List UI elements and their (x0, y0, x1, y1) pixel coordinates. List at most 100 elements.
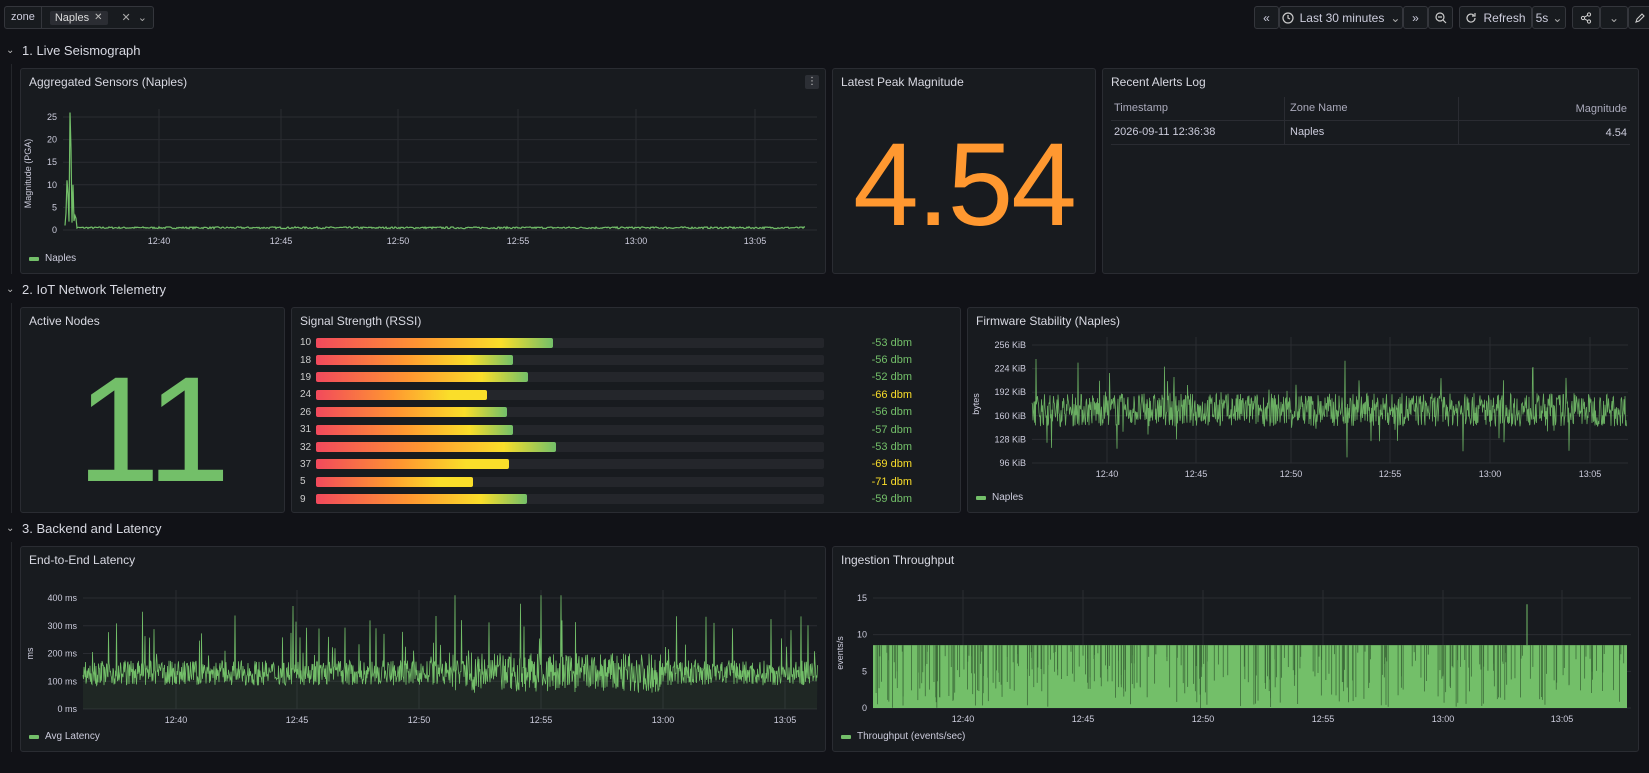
x-tick-label: 12:50 (1280, 469, 1303, 479)
rssi-bar-row: 24 -66 dbm (300, 386, 952, 403)
legend-item[interactable]: Avg Latency (29, 731, 100, 742)
column-header-zone[interactable]: Zone Name (1285, 97, 1459, 120)
rssi-bar-track (316, 389, 824, 400)
rssi-bar-row: 9 -59 dbm (300, 491, 952, 508)
series-line (82, 595, 818, 693)
legend-swatch (841, 734, 851, 739)
column-header-magnitude[interactable]: Magnitude (1575, 102, 1627, 115)
rssi-bar-track (316, 476, 824, 487)
chevron-down-icon: ⌄ (1390, 10, 1401, 25)
table-row[interactable]: 2026-09-11 12:36:38 Naples 4.54 (1111, 121, 1630, 145)
y-tick-label: 128 KiB (994, 434, 1026, 444)
x-tick-label: 13:05 (1551, 714, 1574, 724)
active-nodes-value: 11 (76, 345, 231, 513)
panel-firmware-stability[interactable]: Firmware Stability (Naples) 256 KiB 224 K… (967, 307, 1639, 513)
panel-ingestion-throughput[interactable]: Ingestion Throughput 15 10 5 0 12:40 12:45 12:… (832, 546, 1639, 752)
x-tick-label: 12:45 (1072, 714, 1095, 724)
y-tick-label: 96 KiB (999, 458, 1026, 468)
y-tick-label: 15 (47, 157, 57, 167)
panel-aggregated-sensors[interactable]: Aggregated Sensors (Naples) ⋮ 25 20 15 10 5 0… (20, 68, 826, 274)
rssi-bar-row: 5 -71 dbm (300, 473, 952, 490)
legend-item[interactable]: Throughput (events/sec) (841, 731, 965, 742)
time-forward-button[interactable]: » (1403, 6, 1428, 29)
y-tick-label: 200 ms (47, 649, 77, 659)
rssi-bar-value: -66 dbm (871, 388, 912, 401)
rssi-bar-track (316, 424, 824, 435)
row-header-iot[interactable]: ⌄ 2. IoT Network Telemetry (6, 279, 166, 299)
panel-active-nodes[interactable]: Active Nodes 11 (20, 307, 285, 513)
x-tick-label: 13:00 (1479, 469, 1502, 479)
panel-title: Recent Alerts Log (1111, 75, 1206, 89)
legend-item[interactable]: Naples (29, 253, 76, 264)
legend-swatch (29, 734, 39, 739)
y-tick-label: 10 (857, 630, 867, 640)
panel-title: Latest Peak Magnitude (841, 75, 964, 89)
series-line (64, 112, 806, 230)
variable-value-chip[interactable]: Naples ✕ (49, 10, 108, 25)
legend-label: Avg Latency (45, 731, 100, 742)
rssi-bar-track (316, 494, 824, 505)
refresh-interval-picker[interactable]: 5s ⌄ (1532, 6, 1566, 29)
rssi-bar-track (316, 355, 824, 366)
x-tick-label: 12:50 (387, 236, 410, 246)
rssi-bar-label: 24 (300, 389, 312, 401)
share-options-button[interactable]: ⌄ (1600, 6, 1628, 29)
chevron-down-icon[interactable]: ⌄ (137, 12, 147, 24)
throughput-chart: 15 10 5 0 12:40 12:45 12:50 12:55 13:00 13:05 even… (835, 590, 1631, 724)
legend-item[interactable]: Naples (976, 492, 1023, 503)
zoom-out-button[interactable] (1428, 6, 1453, 29)
time-picker-button[interactable]: Last 30 minutes ⌄ (1279, 6, 1403, 29)
rssi-bar-value: -56 dbm (871, 406, 912, 419)
rssi-bar-value: -53 dbm (871, 441, 912, 454)
x-tick-label: 13:00 (625, 236, 648, 246)
panel-signal-strength[interactable]: Signal Strength (RSSI) 10 -53 dbm 18 -56 db… (291, 307, 961, 513)
cell-zone: Naples (1285, 121, 1459, 144)
row-header-backend[interactable]: ⌄ 3. Backend and Latency (6, 518, 162, 538)
rssi-bar-fill (316, 372, 529, 383)
rssi-bar-label: 10 (300, 337, 312, 349)
y-axis-label: events/s (835, 636, 845, 670)
row-header-seismograph[interactable]: ⌄ 1. Live Seismograph (6, 40, 141, 60)
edit-button[interactable] (1628, 6, 1649, 29)
time-back-button[interactable]: « (1254, 6, 1279, 29)
rssi-bar-value: -57 dbm (871, 423, 912, 436)
panel-latest-peak[interactable]: Latest Peak Magnitude 4.54 (832, 68, 1096, 274)
clock-icon (1282, 11, 1294, 24)
rssi-bar-gauge: 10 -53 dbm 18 -56 dbm 19 -52 dbm 24 -66 dbm 26 -5… (300, 334, 952, 508)
x-tick-label: 13:00 (1432, 714, 1455, 724)
chevron-down-icon: ⌄ (1552, 10, 1563, 25)
kebab-menu-icon[interactable]: ⋮ (805, 75, 819, 89)
clear-icon[interactable]: ✕ (121, 12, 131, 24)
share-button[interactable] (1572, 6, 1600, 29)
table-header: Timestamp Zone Name Magnitude (1111, 97, 1630, 121)
y-tick-label: 160 KiB (994, 411, 1026, 421)
panel-recent-alerts[interactable]: Recent Alerts Log Timestamp Zone Name Ma… (1102, 68, 1639, 274)
x-tick-label: 12:55 (1312, 714, 1335, 724)
alerts-table: Timestamp Zone Name Magnitude 2026-09-11… (1111, 97, 1630, 145)
rssi-bar-row: 26 -56 dbm (300, 404, 952, 421)
y-tick-label: 400 ms (47, 593, 77, 603)
y-tick-label: 10 (47, 180, 57, 190)
column-header-timestamp[interactable]: Timestamp (1111, 97, 1285, 120)
y-tick-label: 224 KiB (994, 364, 1026, 374)
rssi-bar-fill (316, 442, 557, 453)
rssi-bar-row: 19 -52 dbm (300, 369, 952, 386)
x-tick-label: 12:55 (1379, 469, 1402, 479)
rssi-bar-fill (316, 459, 509, 470)
y-axis-label: bytes (971, 393, 981, 415)
chevron-down-icon: ⌄ (6, 522, 15, 534)
variable-picker: zone Naples ✕ ✕ ⌄ (4, 6, 154, 29)
refresh-label: Refresh (1483, 10, 1526, 25)
zoom-out-icon (1434, 11, 1446, 23)
rssi-bar-label: 18 (300, 354, 312, 366)
refresh-button[interactable]: Refresh (1459, 6, 1532, 29)
rssi-bar-value: -69 dbm (871, 458, 912, 471)
y-tick-label: 25 (47, 112, 57, 122)
x-tick-label: 13:05 (1579, 469, 1602, 479)
rssi-bar-fill (316, 337, 554, 348)
panel-title: Firmware Stability (Naples) (976, 314, 1121, 328)
remove-chip-icon[interactable]: ✕ (94, 12, 103, 23)
pencil-icon (1635, 12, 1645, 23)
rssi-bar-track (316, 372, 824, 383)
panel-end-to-end-latency[interactable]: End-to-End Latency 400 ms 300 ms 200 ms 100… (20, 546, 826, 752)
